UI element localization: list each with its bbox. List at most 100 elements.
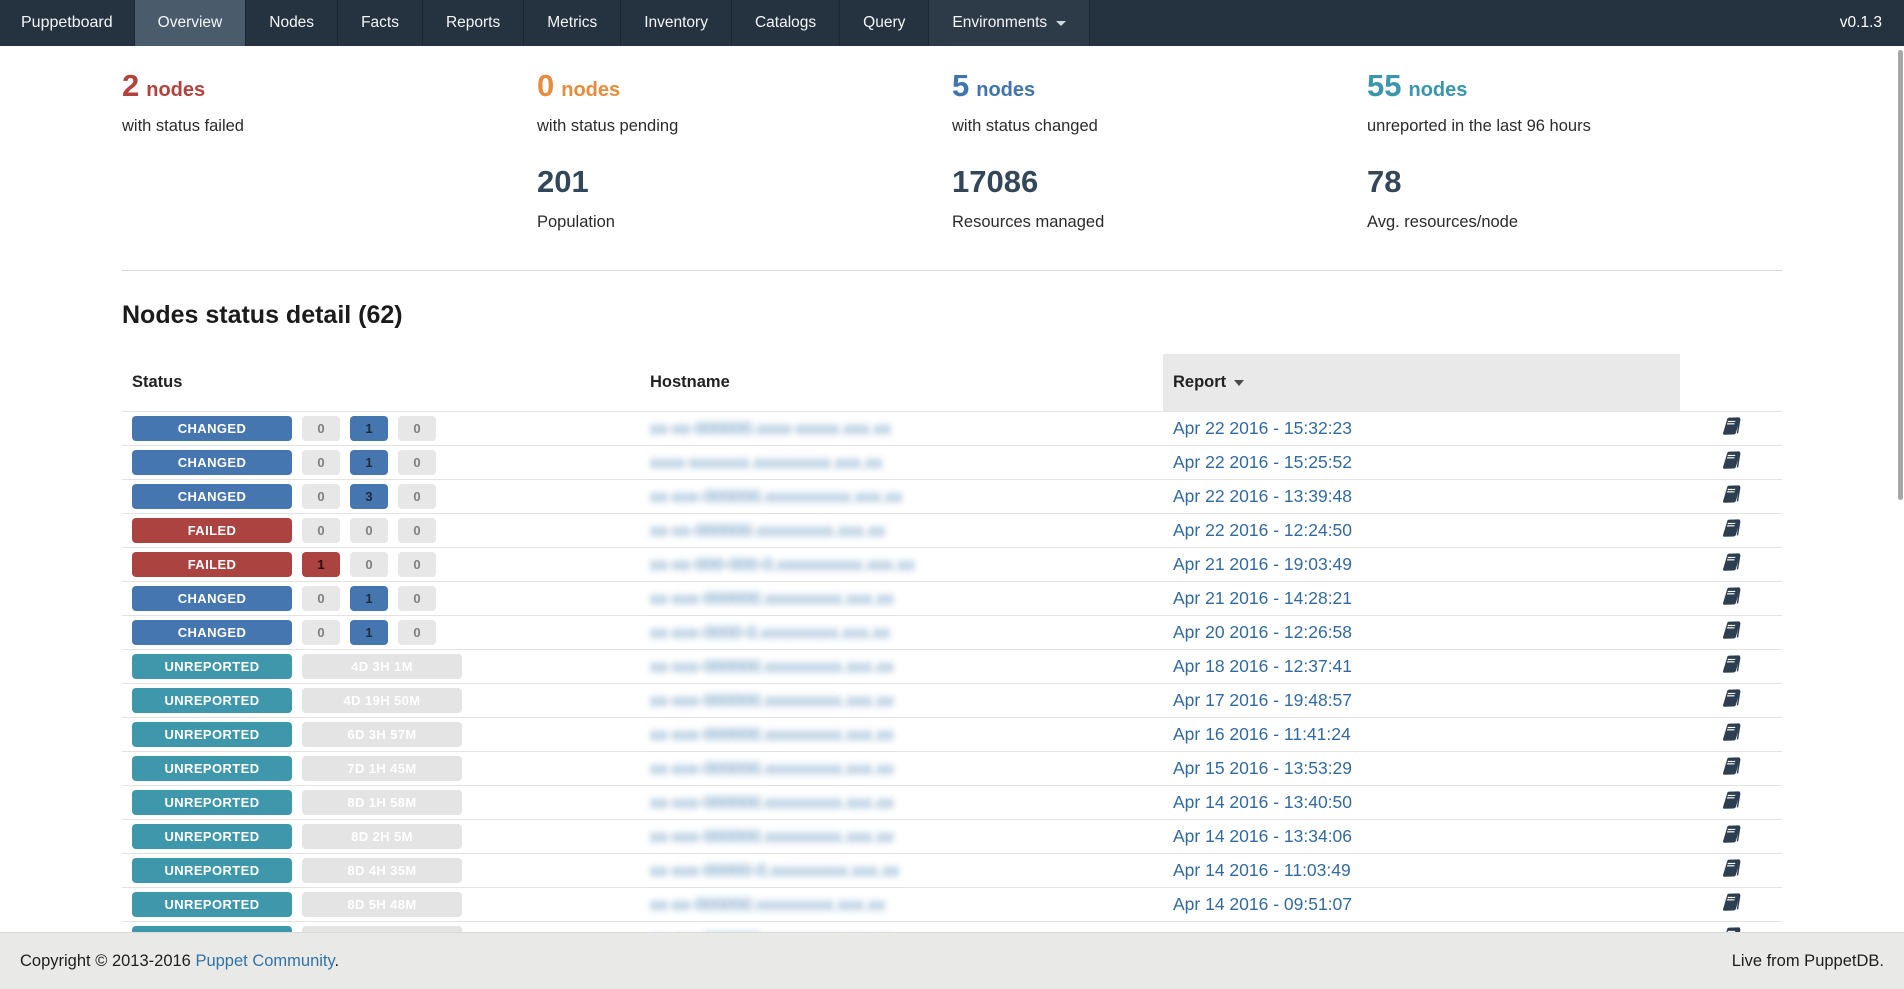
- report-book-icon[interactable]: [1721, 653, 1742, 675]
- report-cell: Apr 22 2016 - 15:32:23: [1163, 412, 1680, 446]
- nav-item-facts[interactable]: Facts: [338, 0, 423, 46]
- report-date-link[interactable]: Apr 20 2016 - 12:26:58: [1173, 622, 1353, 642]
- hostname-link[interactable]: xx-xx-000-000-0.xxxxxxxxxx.xxx.xx: [650, 554, 915, 574]
- stats-row-1: 2 nodes with status failed 0 nodes with st…: [122, 68, 1782, 136]
- vertical-scrollbar-thumb[interactable]: [1898, 50, 1903, 500]
- nav-item-nodes[interactable]: Nodes: [246, 0, 339, 46]
- nav-item-overview[interactable]: Overview: [134, 0, 247, 46]
- table-row: UNREPORTED 4D 19H 50M xx-xxx-000000.xxxxx…: [122, 683, 1782, 718]
- hostname-link[interactable]: xx-xxx-000000.xxxxxxxxx.xxx.xx: [650, 826, 894, 846]
- nav-item-label: Nodes: [269, 14, 315, 31]
- report-book-icon[interactable]: [1721, 857, 1742, 879]
- nav-item-label: Environments: [952, 14, 1048, 31]
- hostname-link[interactable]: xx-xxx-000000.xxxxxxxxx.xxx.xx: [650, 656, 894, 676]
- nav-item-metrics[interactable]: Metrics: [524, 0, 622, 46]
- page-title: Nodes status detail (62): [122, 301, 403, 329]
- nav-item-query[interactable]: Query: [840, 0, 930, 46]
- report-book-icon[interactable]: [1721, 551, 1742, 573]
- report-book-icon[interactable]: [1721, 755, 1742, 777]
- report-date-link[interactable]: Apr 14 2016 - 11:03:49: [1173, 860, 1351, 880]
- report-book-icon[interactable]: [1721, 483, 1742, 505]
- hostname-cell: xx-xxx-000000.xxxxxxxxx.xxx.xx: [640, 684, 1163, 718]
- report-book-icon[interactable]: [1721, 585, 1742, 607]
- report-date-link[interactable]: Apr 18 2016 - 12:37:41: [1173, 656, 1353, 676]
- report-cell: Apr 14 2016 - 11:03:49: [1163, 854, 1680, 888]
- report-book-icon[interactable]: [1721, 891, 1742, 913]
- hostname-link[interactable]: xx-xxx-00000-0.xxxxxxxxx.xxx.xx: [650, 860, 900, 880]
- report-date-link[interactable]: Apr 22 2016 - 13:39:48: [1173, 486, 1353, 506]
- puppet-community-link[interactable]: Puppet Community: [195, 951, 335, 970]
- report-cell: Apr 22 2016 - 15:25:52: [1163, 446, 1680, 480]
- hostname-link[interactable]: xx-xxx-000000.xxxxxxxxxx.xxx.xx: [650, 486, 903, 506]
- hostname-link[interactable]: xx-xxx-000000.xxxxxxxxx.xxx.xx: [650, 792, 894, 812]
- hostname-cell: xx-xxx-000000.xxxxxxxxx.xxx.xx: [640, 582, 1163, 616]
- report-book-icon[interactable]: [1721, 721, 1742, 743]
- report-date-link[interactable]: Apr 21 2016 - 19:03:49: [1173, 554, 1353, 574]
- count-badge: 0: [302, 586, 340, 611]
- stat-value: 5: [952, 68, 970, 103]
- report-book-icon[interactable]: [1721, 789, 1742, 811]
- report-date-link[interactable]: Apr 14 2016 - 13:40:50: [1173, 792, 1353, 812]
- table-row: UNREPORTED 8D 2H 5M xx-xxx-000000.xxxxxxx…: [122, 819, 1782, 854]
- hostname-cell: xx-xxx-000000.xxxxxxxxx.xxx.xx: [640, 752, 1163, 786]
- report-book-icon[interactable]: [1721, 517, 1742, 539]
- report-cell: Apr 14 2016 - 13:40:50: [1163, 786, 1680, 820]
- column-header-hostname[interactable]: Hostname: [650, 373, 730, 391]
- nav-item-reports[interactable]: Reports: [423, 0, 525, 46]
- status-cell: UNREPORTED 4D 3H 1M: [122, 650, 640, 684]
- status-badge: CHANGED: [132, 416, 292, 441]
- hostname-cell: xxxx-xxxxxxx.xxxxxxxxx.xxx.xx: [640, 446, 1163, 480]
- report-date-link[interactable]: Apr 22 2016 - 15:32:23: [1173, 418, 1353, 438]
- hostname-cell: xx-xxx-000000.xxxxxxxxxx.xxx.xx: [640, 480, 1163, 514]
- stat-caption: Resources managed: [952, 213, 1105, 231]
- count-badge: 0: [302, 450, 340, 475]
- report-book-icon[interactable]: [1721, 619, 1742, 641]
- copyright-suffix: .: [334, 951, 340, 970]
- report-date-link[interactable]: Apr 22 2016 - 12:24:50: [1173, 520, 1353, 540]
- nav-item-inventory[interactable]: Inventory: [621, 0, 732, 46]
- hostname-link[interactable]: xx-xxx-000000.xxxxxxxxx.xxx.xx: [650, 690, 894, 710]
- unreported-duration-badge: 8D 5H 48M: [302, 892, 462, 917]
- report-book-icon[interactable]: [1721, 415, 1742, 437]
- status-cell: FAILED 1 0 0: [122, 548, 640, 582]
- report-date-link[interactable]: Apr 22 2016 - 15:25:52: [1173, 452, 1353, 472]
- hostname-link[interactable]: xx-xx-000000.xxxx-xxxxx.xxx.xx: [650, 418, 891, 438]
- report-icon-cell: [1680, 548, 1782, 582]
- nav-item-environments[interactable]: Environments: [929, 0, 1091, 46]
- stat-caption: Population: [537, 213, 615, 231]
- report-cell: Apr 18 2016 - 12:37:41: [1163, 650, 1680, 684]
- column-header-status[interactable]: Status: [132, 373, 183, 391]
- report-cell: Apr 21 2016 - 19:03:49: [1163, 548, 1680, 582]
- report-date-link[interactable]: Apr 17 2016 - 19:48:57: [1173, 690, 1353, 710]
- status-cell: CHANGED 0 1 0: [122, 446, 640, 480]
- table-row: UNREPORTED 8D 5H 48M xx-xx-000000.xxxxxxx…: [122, 887, 1782, 922]
- report-icon-cell: [1680, 514, 1782, 548]
- hostname-link[interactable]: xx-xx-000000.xxxxxxxxx.xxx.xx: [650, 894, 886, 914]
- hostname-link[interactable]: xx-xxx-0000-0.xxxxxxxxx.xxx.xx: [650, 622, 890, 642]
- hostname-cell: xx-xxx-0000-0.xxxxxxxxx.xxx.xx: [640, 616, 1163, 650]
- hostname-link[interactable]: xx-xx-000000.xxxxxxxxx.xxx.xx: [650, 520, 886, 540]
- stat-cell: 78 Avg. resources/node: [1367, 164, 1782, 232]
- hostname-cell: xx-xx-000000.xxxxxxxxx.xxx.xx: [640, 514, 1163, 548]
- report-date-link[interactable]: Apr 15 2016 - 13:53:29: [1173, 758, 1353, 778]
- report-date-link[interactable]: Apr 21 2016 - 14:28:21: [1173, 588, 1353, 608]
- column-header-report[interactable]: Report: [1163, 354, 1680, 412]
- nodes-table-body: CHANGED 0 1 0 xx-xx-000000.xxxx-xxxxx.xxx.x…: [122, 411, 1782, 989]
- hostname-link[interactable]: xx-xxx-000000.xxxxxxxxx.xxx.xx: [650, 758, 894, 778]
- report-book-icon[interactable]: [1721, 823, 1742, 845]
- hostname-link[interactable]: xx-xxx-000000.xxxxxxxxx.xxx.xx: [650, 588, 894, 608]
- brand-puppetboard[interactable]: Puppetboard: [0, 0, 135, 46]
- report-date-link[interactable]: Apr 14 2016 - 13:34:06: [1173, 826, 1353, 846]
- table-row: CHANGED 0 1 0 xxxx-xxxxxxx.xxxxxxxxx.xxx.xx…: [122, 445, 1782, 480]
- report-book-icon[interactable]: [1721, 449, 1742, 471]
- hostname-link[interactable]: xx-xxx-000000.xxxxxxxxx.xxx.xx: [650, 724, 894, 744]
- nav-item-catalogs[interactable]: Catalogs: [732, 0, 841, 46]
- report-book-icon[interactable]: [1721, 687, 1742, 709]
- status-badge: FAILED: [132, 552, 292, 577]
- hostname-link[interactable]: xxxx-xxxxxxx.xxxxxxxxx.xxx.xx: [650, 452, 883, 472]
- report-date-link[interactable]: Apr 16 2016 - 11:41:24: [1173, 724, 1351, 744]
- report-date-link[interactable]: Apr 14 2016 - 09:51:07: [1173, 894, 1353, 914]
- footer: Copyright © 2013-2016 Puppet Community. …: [0, 932, 1904, 989]
- unreported-duration-badge: 8D 1H 58M: [302, 790, 462, 815]
- stat-cell: 201 Population: [537, 164, 952, 232]
